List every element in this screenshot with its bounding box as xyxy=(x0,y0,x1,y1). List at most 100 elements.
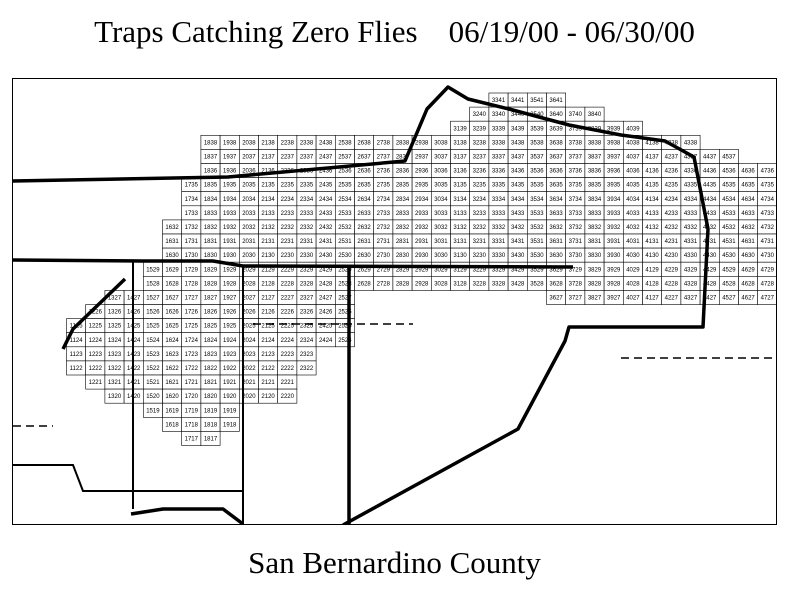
trap-cell-label: 3428 xyxy=(511,281,525,287)
trap-cell-label: 2229 xyxy=(281,267,295,273)
trap-cell-label: 4130 xyxy=(645,253,659,259)
trap-cell-label: 3728 xyxy=(569,281,583,287)
trap-cell-label: 2837 xyxy=(396,155,410,161)
trap-cell-label: 4032 xyxy=(626,225,640,231)
trap-cell-label: 4631 xyxy=(741,239,755,245)
county-label: San Bernardino County xyxy=(248,545,541,580)
trap-cell-label: 1520 xyxy=(146,394,160,400)
trap-cell-label: 1826 xyxy=(204,310,218,316)
trap-cell-label: 2435 xyxy=(319,183,333,189)
trap-cell-label: 2835 xyxy=(396,183,410,189)
trap-cell-label: 3830 xyxy=(588,253,602,259)
trap-cell-label: 3029 xyxy=(434,267,448,273)
trap-cell-label: 2733 xyxy=(377,211,391,217)
trap-cell-label: 2831 xyxy=(396,239,410,245)
trap-cell-label: 2933 xyxy=(415,211,429,217)
trap-cell-label: 2138 xyxy=(261,140,275,146)
trap-cell-label: 1621 xyxy=(165,380,179,386)
trap-cell-label: 2224 xyxy=(281,338,295,344)
trap-cell-label: 3532 xyxy=(530,225,544,231)
trap-cell-label: 3129 xyxy=(453,267,467,273)
trap-cell-label: 3440 xyxy=(511,112,525,118)
trap-cell-label: 1836 xyxy=(204,169,218,175)
trap-cell-label: 4034 xyxy=(626,197,640,203)
trap-cell-label: 3837 xyxy=(588,155,602,161)
trap-cell-label: 2035 xyxy=(242,183,256,189)
trap-cell-label: 1730 xyxy=(185,253,199,259)
trap-cell-label: 1717 xyxy=(185,436,199,442)
trap-cell-label: 4028 xyxy=(626,281,640,287)
trap-cell-label: 2426 xyxy=(319,310,333,316)
trap-cell-label: 3930 xyxy=(607,253,621,259)
trap-cell-label: 4328 xyxy=(684,281,698,287)
trap-cell-label: 4329 xyxy=(684,267,698,273)
trap-cell-label: 3340 xyxy=(492,112,506,118)
trap-cell-label: 2031 xyxy=(242,239,256,245)
trap-cell-label: 3528 xyxy=(530,281,544,287)
trap-cell-label: 4236 xyxy=(665,169,679,175)
trap-cell-label: 4729 xyxy=(761,267,775,273)
trap-cell-label: 1920 xyxy=(223,394,237,400)
trap-cell-label: 2428 xyxy=(319,281,333,287)
trap-cell-label: 4035 xyxy=(626,183,640,189)
trap-cell-label: 1728 xyxy=(185,281,199,287)
trap-cell-label: 3038 xyxy=(434,140,448,146)
trap-cell-label: 1427 xyxy=(127,296,141,302)
trap-cell-label: 3937 xyxy=(607,155,621,161)
trap-cell-label: 3636 xyxy=(549,169,563,175)
trap-cell-label: 1123 xyxy=(70,352,84,358)
trap-cell-label: 2729 xyxy=(377,267,391,273)
trap-cell-label: 3640 xyxy=(549,112,563,118)
trap-cell-label: 2233 xyxy=(281,211,295,217)
trap-cell-label: 2129 xyxy=(261,267,275,273)
trap-cell-label: 3331 xyxy=(492,239,506,245)
trap-cell-label: 1834 xyxy=(204,197,218,203)
trap-cell-label: 4627 xyxy=(741,296,755,302)
trap-cell-label: 1626 xyxy=(165,310,179,316)
trap-cell-label: 4133 xyxy=(645,211,659,217)
trap-cell-label: 4327 xyxy=(684,296,698,302)
trap-cell-label: 3130 xyxy=(453,253,467,259)
trap-cell-label: 2938 xyxy=(415,140,429,146)
trap-cell-label: 1325 xyxy=(108,324,122,330)
trap-cell-label: 4537 xyxy=(722,155,736,161)
trap-cell-label: 1824 xyxy=(204,338,218,344)
trap-cell-label: 2130 xyxy=(261,253,275,259)
trap-cell-label: 1929 xyxy=(223,267,237,273)
trap-cell-label: 3934 xyxy=(607,197,621,203)
trap-cell-label: 1326 xyxy=(108,310,122,316)
trap-cell-label: 2132 xyxy=(261,225,275,231)
trap-cell-label: 1835 xyxy=(204,183,218,189)
trap-cell-label: 3629 xyxy=(549,267,563,273)
trap-cell-label: 1526 xyxy=(146,310,160,316)
trap-cell-label: 4728 xyxy=(761,281,775,287)
trap-cell-label: 2032 xyxy=(242,225,256,231)
trap-cell-label: 3632 xyxy=(549,225,563,231)
trap-cell-label: 2222 xyxy=(281,366,295,372)
trap-cell-label: 1519 xyxy=(146,408,160,414)
trap-cell-label: 3434 xyxy=(511,197,525,203)
trap-cell-label: 3429 xyxy=(511,267,525,273)
trap-cell-label: 3534 xyxy=(530,197,544,203)
trap-cell-label: 2932 xyxy=(415,225,429,231)
trap-cell-label: 1821 xyxy=(204,380,218,386)
trap-cell-label: 3032 xyxy=(434,225,448,231)
trap-cell-label: 4431 xyxy=(703,239,717,245)
trap-cell-label: 4536 xyxy=(722,169,736,175)
trap-cell-label: 2430 xyxy=(319,253,333,259)
trap-cell-label: 3828 xyxy=(588,281,602,287)
trap-cell-label: 2226 xyxy=(281,310,295,316)
trap-cell-label: 1723 xyxy=(185,352,199,358)
trap-cell-label: 4334 xyxy=(684,197,698,203)
trap-cell-label: 4636 xyxy=(741,169,755,175)
trap-cell-label: 1223 xyxy=(89,352,103,358)
trap-cell-label: 2637 xyxy=(357,155,371,161)
trap-cell-label: 2126 xyxy=(261,310,275,316)
trap-cell-label: 2635 xyxy=(357,183,371,189)
trap-cell-label: 2436 xyxy=(319,169,333,175)
trap-cell-label: 1932 xyxy=(223,225,237,231)
trap-cell-label: 2029 xyxy=(242,267,256,273)
trap-cell-label: 1921 xyxy=(223,380,237,386)
trap-cell-label: 4132 xyxy=(645,225,659,231)
trap-cell-label: 4027 xyxy=(626,296,640,302)
